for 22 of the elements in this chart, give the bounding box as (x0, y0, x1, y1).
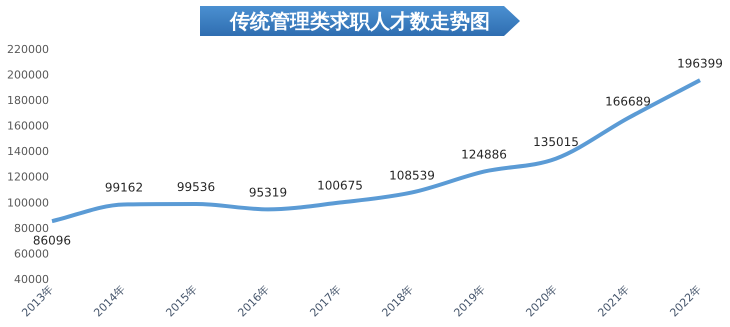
y-tick-label: 180000 (6, 94, 49, 107)
data-label: 100675 (317, 178, 363, 193)
y-tick-label: 60000 (14, 247, 49, 260)
y-tick-label: 100000 (6, 196, 49, 210)
y-tick-label: 80000 (14, 222, 49, 235)
chart-title: 传统管理类求职人才数走势图 (200, 6, 520, 36)
data-label: 99536 (176, 180, 216, 194)
y-tick-label: 120000 (6, 170, 49, 184)
y-tick-label: 140000 (6, 145, 49, 158)
y-tick-label: 160000 (6, 120, 49, 133)
data-label: 135015 (533, 134, 579, 149)
y-tick-label: 200000 (6, 68, 49, 82)
data-label: 166689 (605, 94, 651, 108)
data-label: 95319 (248, 186, 288, 200)
data-label: 124886 (461, 148, 507, 162)
data-label: 108539 (389, 168, 435, 183)
y-tick-label: 40000 (14, 272, 49, 286)
line-series (50, 78, 702, 224)
y-tick-label: 220000 (6, 42, 49, 56)
data-label: 86096 (32, 233, 72, 248)
data-label: 196399 (677, 56, 723, 70)
data-label: 99162 (104, 180, 144, 195)
